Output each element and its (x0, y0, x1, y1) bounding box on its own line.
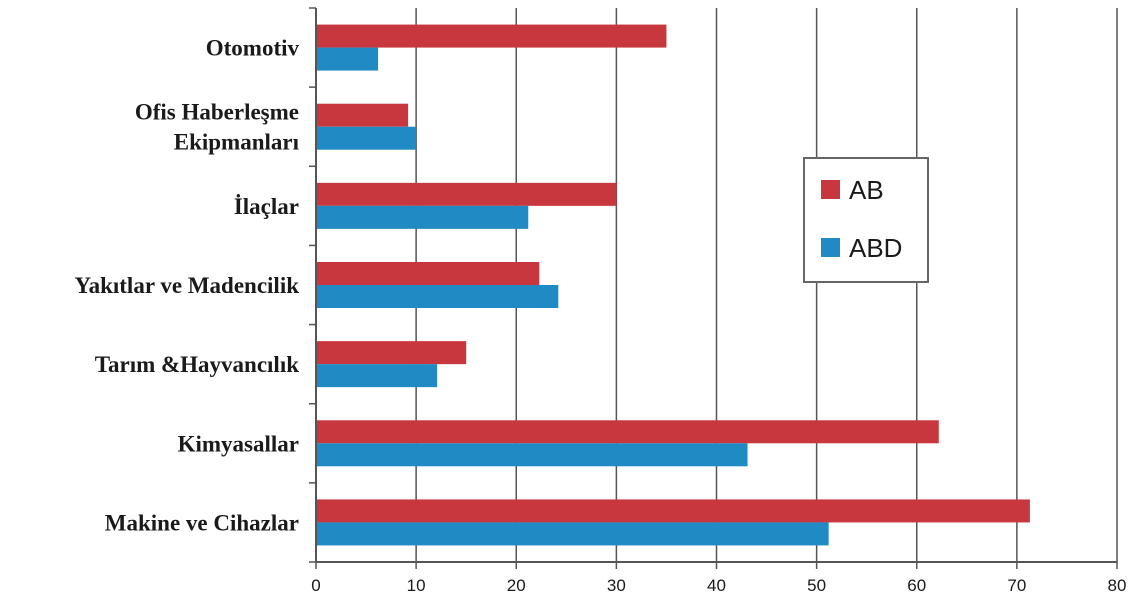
x-tick-label: 10 (407, 576, 426, 595)
axes (309, 7, 1118, 569)
bar-ab (316, 341, 467, 365)
x-tick-label: 30 (607, 576, 626, 595)
legend-label-abd: ABD (849, 233, 902, 263)
gridlines (415, 8, 1118, 562)
bar-abd (316, 285, 559, 308)
x-tick-label: 50 (807, 576, 826, 595)
bar-ab (316, 103, 409, 127)
bars (316, 24, 1030, 546)
bar-abd (316, 126, 417, 150)
category-label: Tarım &Hayvancılık (95, 352, 299, 377)
legend-label-ab: AB (849, 175, 884, 205)
x-tick-label: 0 (311, 576, 320, 595)
x-tick-label: 40 (707, 576, 726, 595)
category-label: Ofis Haberleşme (135, 100, 299, 125)
category-label: Kimyasallar (178, 431, 299, 456)
bar-abd (316, 205, 529, 229)
legend-swatch-abd (821, 238, 840, 257)
bar-abd (316, 522, 829, 546)
bar-abd (316, 443, 748, 467)
category-label: Ekipmanları (174, 130, 300, 155)
category-label: Otomotiv (206, 36, 300, 61)
bar-abd (316, 364, 438, 388)
legend-box (803, 157, 929, 283)
x-tick-label: 60 (907, 576, 926, 595)
bar-abd (316, 47, 379, 71)
legend: AB ABD (803, 157, 929, 283)
x-tick-label: 20 (507, 576, 526, 595)
bar-ab (316, 420, 939, 444)
bar-ab (316, 182, 617, 206)
x-tick-label: 70 (1007, 576, 1026, 595)
category-label: Makine ve Cihazlar (105, 510, 299, 535)
bar-ab (316, 24, 667, 48)
legend-swatch-ab (821, 180, 840, 199)
x-tick-label: 80 (1108, 576, 1127, 595)
bar-ab (316, 499, 1030, 523)
x-tick-labels: 0 10 20 30 40 50 60 70 80 (311, 576, 1126, 595)
category-label: İlaçlar (234, 194, 299, 219)
category-labels: Otomotiv Ofis Haberleşme Ekipmanları İlaçla… (75, 36, 300, 536)
bar-ab (316, 262, 540, 285)
category-label: Yakıtlar ve Madencilik (75, 273, 300, 298)
